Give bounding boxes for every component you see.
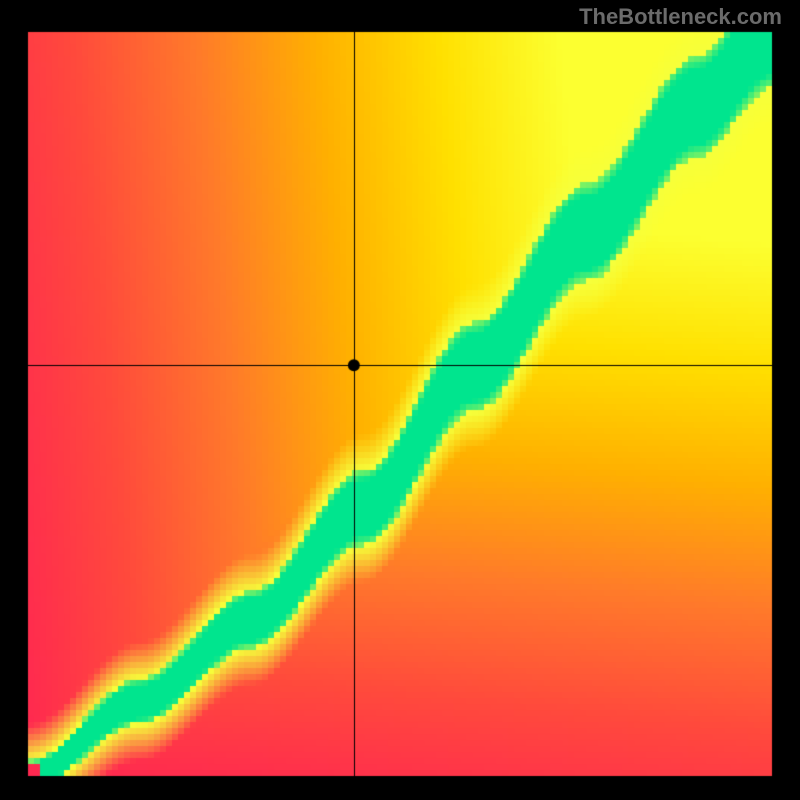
watermark-text: TheBottleneck.com (579, 4, 782, 30)
chart-container: { "watermark": { "text": "TheBottleneck.… (0, 0, 800, 800)
heatmap-canvas (0, 0, 800, 800)
